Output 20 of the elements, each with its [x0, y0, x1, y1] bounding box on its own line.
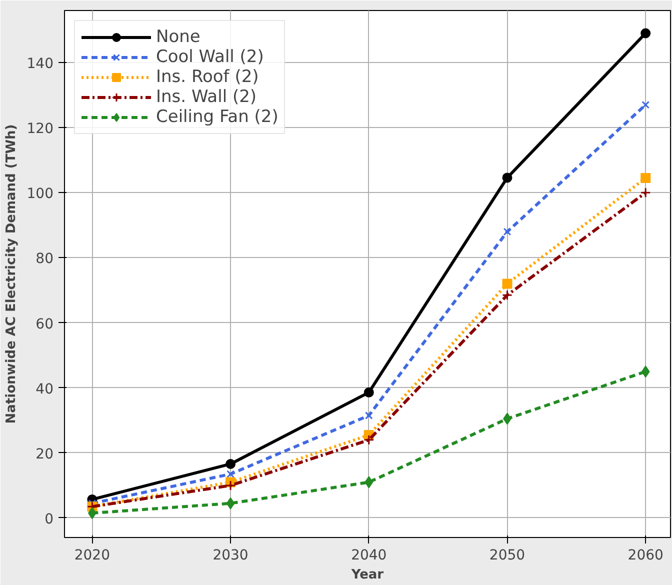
legend-label: Ceiling Fan (2)	[156, 107, 278, 127]
y-axis-title: Nationwide AC Electricity Demand (TWh)	[4, 124, 19, 424]
y-tick-label: 80	[36, 251, 54, 268]
x-tick-label: 2020	[74, 548, 110, 564]
legend-label: Ins. Roof (2)	[156, 67, 259, 87]
legend-label: Ins. Wall (2)	[156, 87, 257, 107]
x-tick-label: 2040	[351, 548, 387, 564]
x-tick-label: 2030	[212, 548, 248, 564]
legend-label: None	[156, 27, 200, 47]
x-tick-label: 2060	[628, 548, 664, 564]
y-tick-label: 140	[26, 56, 54, 72]
y-tick-label: 120	[26, 121, 54, 138]
y-tick-label: 40	[36, 381, 54, 398]
y-tick-label: 20	[36, 446, 54, 462]
y-tick-label: 60	[36, 316, 54, 332]
y-tick-label: 0	[44, 511, 54, 528]
x-tick-label: 2050	[489, 548, 526, 564]
legend-label: Cool Wall (2)	[156, 47, 264, 67]
x-axis-title: Year	[350, 568, 384, 582]
y-tick-label: 100	[26, 186, 54, 202]
